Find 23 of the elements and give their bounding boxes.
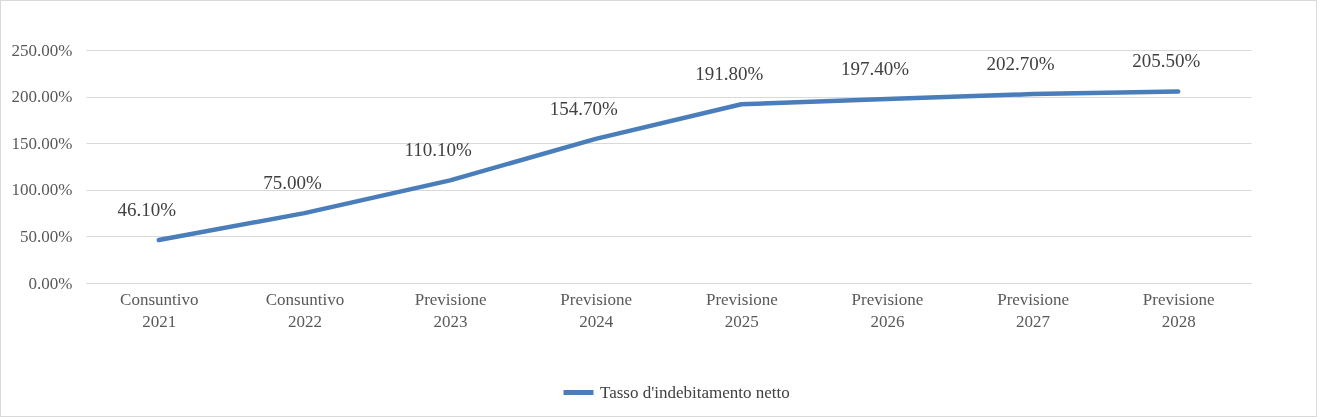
y-tick-label: 250.00% [11, 40, 73, 60]
data-label: 202.70% [986, 53, 1055, 75]
x-tick-label: Previsione 2027 [997, 289, 1069, 331]
x-tick-label: Consuntivo 2021 [120, 289, 199, 331]
data-label: 154.70% [549, 97, 618, 119]
data-label: 75.00% [263, 172, 322, 194]
x-tick-label: Previsione 2024 [560, 289, 633, 331]
x-tick-label: Previsione 2028 [1142, 289, 1215, 331]
legend-label: Tasso d'indebitamento netto [600, 382, 790, 402]
x-tick-label: Consuntivo 2022 [265, 289, 345, 331]
y-tick-label: 50.00% [20, 226, 73, 246]
x-tick-label: Previsione 2026 [851, 289, 924, 331]
data-label: 205.50% [1132, 50, 1201, 72]
x-tick-label: Previsione 2025 [705, 289, 778, 331]
data-label: 110.10% [404, 139, 472, 161]
data-label: 191.80% [695, 63, 764, 85]
y-tick-label: 200.00% [11, 87, 73, 107]
y-tick-label: 100.00% [11, 180, 73, 200]
data-label: 46.10% [117, 199, 177, 221]
y-tick-label: 150.00% [11, 133, 73, 153]
x-tick-label: Previsione 2023 [414, 289, 487, 331]
y-tick-label: 0.00% [28, 273, 73, 293]
data-label: 197.40% [840, 58, 910, 80]
